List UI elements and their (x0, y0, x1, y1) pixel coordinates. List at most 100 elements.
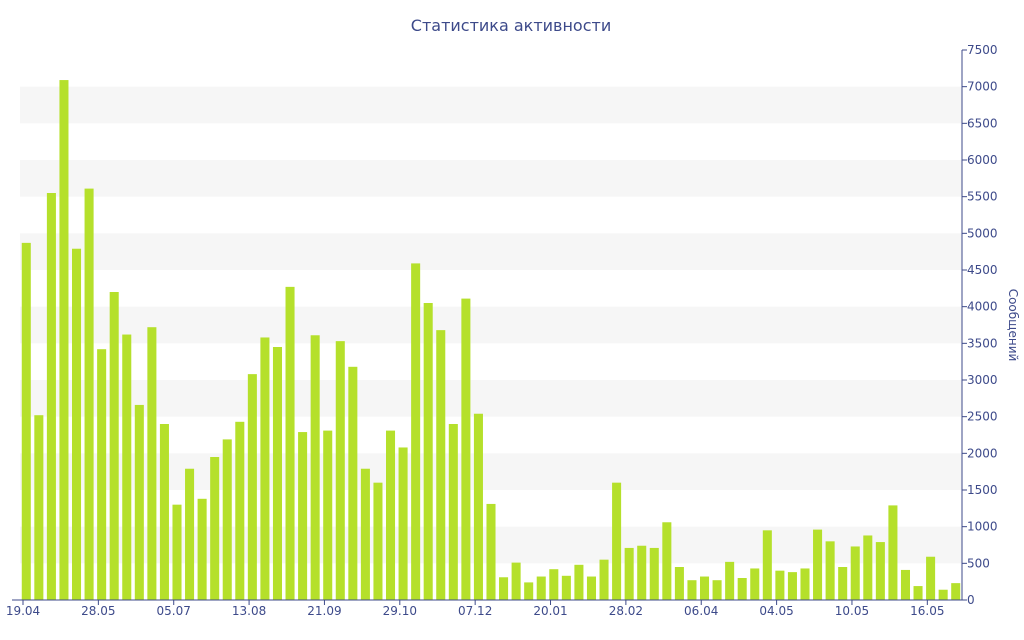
bar (612, 482, 622, 600)
chart-title: Статистика активности (411, 16, 611, 35)
bar (84, 188, 94, 600)
y-tick-label: 6000 (967, 153, 998, 167)
x-tick-label: 19.04 (6, 604, 40, 618)
x-tick-label: 13.08 (232, 604, 266, 618)
bar (448, 424, 458, 600)
bar (247, 374, 257, 600)
bar (461, 298, 471, 600)
bar (335, 341, 345, 600)
grid-bands (20, 86, 962, 564)
bar (900, 569, 911, 600)
grid-band (20, 233, 962, 270)
bar (825, 541, 835, 600)
x-tick-label: 07.12 (458, 604, 492, 618)
y-tick-label: 3500 (967, 336, 998, 350)
bar (423, 303, 433, 600)
bar (185, 468, 195, 600)
x-tick-label: 06.04 (684, 604, 718, 618)
bar (524, 582, 534, 600)
bar (624, 547, 634, 600)
bar (850, 546, 860, 600)
bar (34, 415, 44, 600)
bar (813, 529, 823, 600)
y-tick-label: 4000 (967, 300, 998, 314)
bar (436, 330, 446, 600)
bar (800, 568, 810, 600)
bar (147, 327, 157, 600)
bar (586, 576, 597, 600)
bar (725, 561, 735, 600)
bar (197, 498, 207, 600)
bar (348, 366, 358, 600)
y-tick-label: 3000 (967, 373, 998, 387)
bar (159, 424, 169, 600)
grid-band (20, 453, 962, 490)
bar (360, 468, 370, 600)
bar (875, 542, 885, 600)
grid-band (20, 160, 962, 197)
y-tick-label: 2000 (967, 446, 998, 460)
y-tick-label: 500 (967, 556, 990, 570)
x-tick-label: 28.02 (609, 604, 643, 618)
bar (787, 572, 797, 600)
bar (712, 580, 722, 600)
grid-band (20, 86, 962, 124)
y-tick-label: 2500 (967, 410, 998, 424)
bar (762, 530, 772, 600)
bar (499, 577, 509, 600)
bar (310, 335, 320, 600)
bar (172, 504, 182, 600)
bar (298, 432, 308, 600)
bar (674, 567, 684, 600)
bar (536, 576, 546, 600)
bar (97, 349, 107, 600)
x-tick-label: 20.01 (533, 604, 567, 618)
bar (222, 439, 232, 600)
bar (71, 248, 82, 600)
y-tick-label: 0 (967, 593, 975, 607)
bar (210, 457, 220, 600)
bar (574, 564, 584, 600)
bar (385, 430, 396, 600)
x-tick-label: 28.05 (81, 604, 115, 618)
y-tick-label: 1000 (967, 520, 998, 534)
x-axis-ticks: 19.04 28.05 05.07 13.08 21.09 29.10 07.12 20.01… (6, 600, 944, 618)
bar (699, 576, 710, 600)
y-axis-title: Сообщений (1006, 289, 1020, 362)
bar (511, 562, 521, 600)
bar (398, 447, 408, 600)
bar (323, 430, 333, 600)
bar (549, 569, 559, 600)
x-tick-label: 10.05 (835, 604, 869, 618)
y-tick-label: 5500 (967, 190, 998, 204)
bar (649, 547, 659, 600)
y-tick-label: 1500 (967, 483, 998, 497)
y-tick-label: 7500 (967, 43, 998, 57)
x-tick-label: 04.05 (759, 604, 793, 618)
x-tick-label: 16.05 (910, 604, 944, 618)
bar (109, 292, 119, 600)
bars-group (21, 80, 961, 601)
grid-band (20, 380, 962, 417)
bar (272, 347, 283, 600)
bar (637, 545, 647, 600)
bar (926, 556, 936, 600)
bar (951, 583, 961, 600)
bar (373, 482, 383, 600)
bar (599, 559, 609, 600)
bar (134, 404, 144, 600)
bar (59, 80, 69, 601)
bar (863, 535, 873, 600)
x-tick-label: 05.07 (157, 604, 191, 618)
bar (473, 413, 483, 600)
bar (21, 242, 31, 600)
bar (486, 503, 496, 600)
bar (411, 263, 421, 600)
bar (888, 505, 898, 600)
bar (775, 570, 785, 600)
bar (838, 567, 848, 600)
bar (938, 589, 948, 600)
x-tick-label: 21.09 (307, 604, 341, 618)
